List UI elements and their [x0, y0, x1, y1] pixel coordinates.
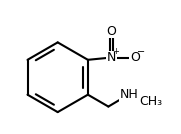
- Text: O: O: [130, 51, 140, 64]
- Text: +: +: [113, 47, 119, 56]
- Text: O: O: [107, 25, 116, 38]
- Text: CH₃: CH₃: [139, 95, 162, 108]
- Text: NH: NH: [119, 88, 138, 101]
- Text: −: −: [137, 47, 145, 57]
- Text: N: N: [107, 51, 116, 64]
